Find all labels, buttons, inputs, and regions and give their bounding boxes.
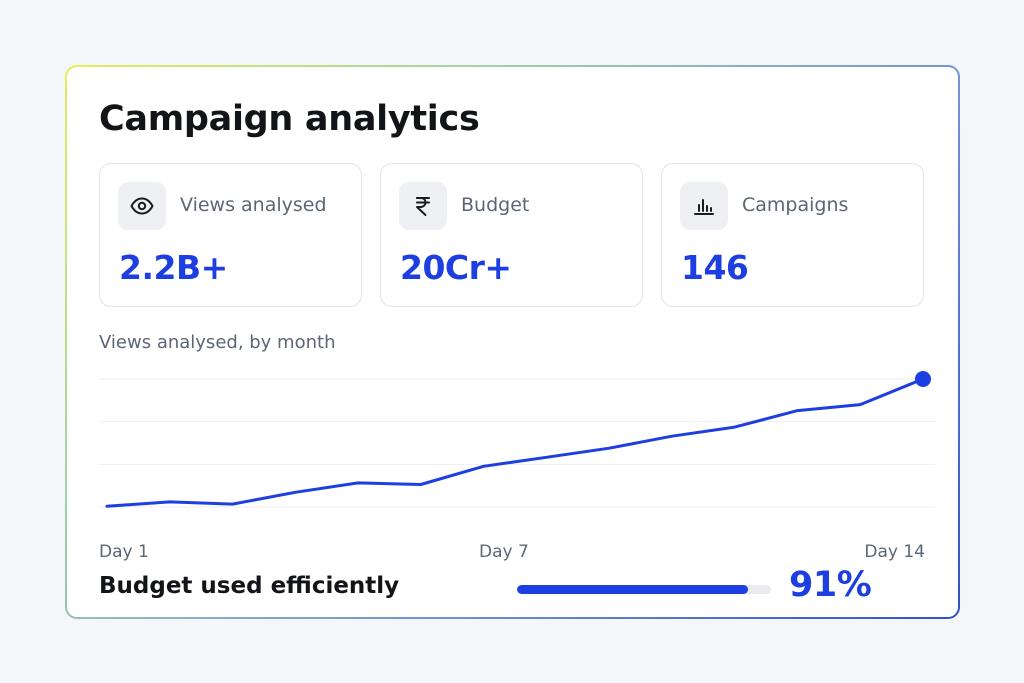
stat-card-budget: Budget 20Cr+ [380,163,643,307]
stat-value-views: 2.2B+ [119,248,228,287]
budget-progress-bar [517,585,771,594]
series-line [105,377,925,508]
last-data-point [915,371,931,387]
chart-caption: Views analysed, by month [99,332,336,353]
stat-label-views: Views analysed [180,194,327,216]
x-tick-label: Day 1 [99,542,149,562]
budget-percent-value: 91% [789,565,872,605]
x-tick-label: Day 14 [864,542,925,562]
bar-chart-icon [680,182,728,230]
budget-efficiency-label: Budget used efficiently [99,573,400,599]
analytics-card-frame: Campaign analytics Views analysed 2.2B+ … [65,65,960,619]
stat-card-campaigns: Campaigns 146 [661,163,924,307]
eye-icon [118,182,166,230]
analytics-card: Campaign analytics Views analysed 2.2B+ … [67,67,958,617]
stat-value-campaigns: 146 [681,248,749,287]
card-title: Campaign analytics [99,99,480,139]
stat-card-views: Views analysed 2.2B+ [99,163,362,307]
rupee-icon [399,182,447,230]
views-line-chart [99,371,935,508]
budget-progress-fill [517,585,749,594]
stat-value-budget: 20Cr+ [400,248,512,287]
stat-label-campaigns: Campaigns [742,194,849,216]
stat-label-budget: Budget [461,194,530,216]
x-tick-label: Day 7 [479,542,529,562]
